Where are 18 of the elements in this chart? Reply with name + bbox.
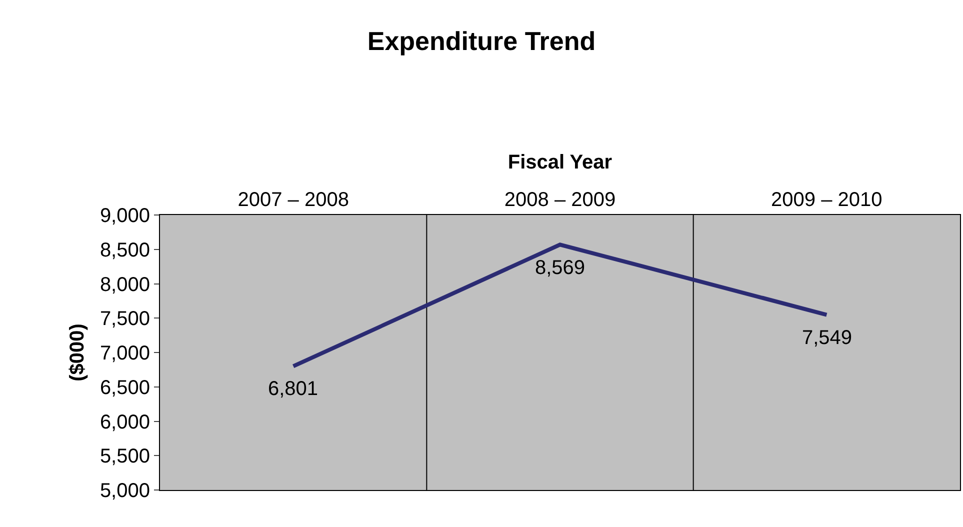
y-tick-label: 7,500: [100, 308, 150, 330]
text: 7,549: [802, 327, 852, 349]
x-tick-label: 2008 – 2009: [504, 189, 616, 211]
text: 8,569: [535, 257, 586, 279]
y-tick-label: 6,000: [100, 411, 150, 434]
text: 6,801: [268, 378, 318, 400]
y-tick-label: 9,000: [100, 205, 150, 227]
y-tick-label: 8,500: [100, 239, 150, 262]
x-tick-label: 2007 – 2008: [238, 189, 349, 211]
x-axis-title: Fiscal Year: [508, 152, 612, 174]
y-tick-label: 5,500: [100, 446, 150, 468]
chart-title: Expenditure Trend: [367, 26, 596, 56]
y-tick-label: 7,000: [100, 342, 150, 364]
y-tick-label: 6,500: [100, 376, 150, 399]
y-tick-label: 5,000: [100, 480, 150, 502]
x-tick-label: 2009 – 2010: [771, 189, 882, 211]
y-tick-label: 8,000: [100, 274, 150, 296]
y-axis-title: ($000): [66, 324, 88, 382]
